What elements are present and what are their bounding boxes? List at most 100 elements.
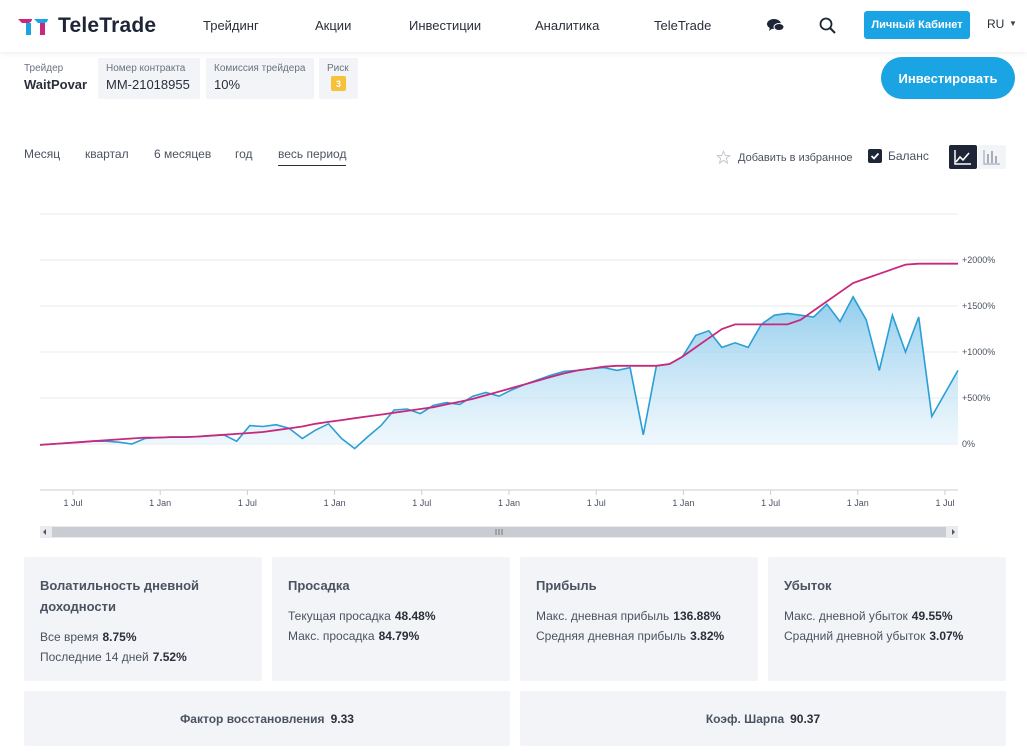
period-month[interactable]: Месяц: [24, 147, 61, 161]
x-tick-label: 1 Jan: [149, 498, 171, 508]
loss-card: Убыток Макс. дневной убыток 49.55% Срадни…: [768, 557, 1006, 681]
volatility-card: Волатильность дневной доходности Все вре…: [24, 557, 262, 681]
y-tick-label: 0%: [962, 439, 975, 449]
drawdown-title: Просадка: [288, 578, 350, 593]
drawdown-max: Макс. просадка 84.79%: [288, 629, 419, 643]
sharpe-ratio-label: Коэф. Шарпа: [705, 711, 785, 726]
loss-avg-daily-value: 3.07%: [929, 629, 964, 643]
loss-avg-daily: Срадний дневной убыток 3.07%: [784, 629, 963, 643]
bar-chart-icon: [983, 150, 1000, 165]
drawdown-current: Текущая просадка 48.48%: [288, 609, 436, 623]
trader-value: WaitPovar: [24, 77, 88, 92]
chart-scrollbar[interactable]: [40, 526, 958, 538]
x-tick-label: 1 Jan: [847, 498, 869, 508]
balance-series-line: [39, 262, 958, 446]
recovery-factor-card: Фактор восстановления 9.33: [24, 691, 510, 746]
chat-icon[interactable]: [766, 16, 786, 36]
y-tick-label: +500%: [962, 393, 990, 403]
profit-title: Прибыль: [536, 578, 597, 593]
balance-checkbox[interactable]: [868, 149, 882, 163]
risk-badge: 3: [331, 76, 346, 91]
brand-name: TeleTrade: [58, 14, 157, 37]
teletrade-logo-icon: [16, 15, 54, 37]
line-chart-icon: [954, 150, 971, 165]
favorite-label: Добавить в избранное: [738, 151, 853, 164]
period-6months[interactable]: 6 месяцев: [154, 147, 212, 161]
profit-max-daily-label: Макс. дневная прибыль: [536, 609, 670, 623]
drawdown-card: Просадка Текущая просадка 48.48% Макс. пр…: [272, 557, 510, 681]
brand-logo[interactable]: TeleTrade: [16, 13, 156, 39]
star-icon: [716, 150, 731, 165]
drawdown-max-value: 84.79%: [378, 629, 420, 643]
profit-max-daily-value: 136.88%: [673, 609, 721, 623]
volatility-14-days: Последние 14 дней 7.52%: [40, 650, 187, 664]
scroll-left-icon[interactable]: [43, 529, 46, 535]
nav-investments[interactable]: Инвестиции: [409, 18, 482, 33]
balance-toggle[interactable]: Баланс: [868, 149, 929, 163]
sharpe-ratio-card: Коэф. Шарпа 90.37: [520, 691, 1006, 746]
x-tick-label: 1 Jul: [935, 498, 954, 508]
check-icon: [870, 152, 880, 160]
line-chart-type-button[interactable]: [949, 145, 977, 169]
invest-button[interactable]: Инвестировать: [881, 57, 1015, 99]
scroll-grip-icon[interactable]: [495, 529, 503, 535]
top-header: TeleTrade Трейдинг Акции Инвестиции Анал…: [0, 0, 1027, 52]
volatility-14-days-value: 7.52%: [152, 650, 187, 664]
volatility-all-time-label: Все время: [40, 630, 99, 644]
volatility-all-time: Все время 8.75%: [40, 630, 137, 644]
commission-value: 10%: [214, 77, 241, 92]
trader-block: Трейдер WaitPovar: [16, 58, 94, 99]
personal-cabinet-button[interactable]: Личный Кабинет: [864, 11, 970, 39]
scroll-right-icon[interactable]: [952, 529, 955, 535]
bar-chart-type-button[interactable]: [978, 145, 1006, 169]
y-tick-label: +1000%: [962, 347, 995, 357]
search-icon[interactable]: [818, 16, 838, 36]
x-tick-label: 1 Jan: [672, 498, 694, 508]
nav-stocks[interactable]: Акции: [315, 18, 352, 33]
x-tick-label: 1 Jul: [587, 498, 606, 508]
volatility-all-time-value: 8.75%: [102, 630, 137, 644]
x-tick-label: 1 Jan: [498, 498, 520, 508]
loss-avg-daily-label: Срадний дневной убыток: [784, 629, 926, 643]
profit-avg-daily-label: Средняя дневная прибыль: [536, 629, 687, 643]
commission-block: Комиссия трейдера 10%: [206, 58, 314, 99]
equity-chart: 0% +500% +1000% +1500% +2000% 1 Jul 1 Jan 1 Ju…: [39, 213, 995, 538]
x-tick-label: 1 Jul: [761, 498, 780, 508]
profit-card: Прибыль Макс. дневная прибыль 136.88% Сре…: [520, 557, 758, 681]
recovery-factor-value: 9.33: [330, 711, 354, 726]
period-all[interactable]: весь период: [278, 147, 347, 166]
drawdown-current-label: Текущая просадка: [288, 609, 391, 623]
add-favorite-button[interactable]: Добавить в избранное: [716, 150, 853, 165]
balance-label: Баланс: [888, 149, 929, 163]
recovery-factor-label: Фактор восстановления: [180, 711, 325, 726]
profit-avg-daily: Средняя дневная прибыль 3.82%: [536, 629, 724, 643]
loss-max-daily-label: Макс. дневной убыток: [784, 609, 908, 623]
trader-label: Трейдер: [24, 63, 64, 74]
caret-down-icon[interactable]: ▼: [1009, 19, 1017, 28]
nav-teletrade[interactable]: TeleTrade: [654, 18, 712, 33]
y-tick-label: +1500%: [962, 301, 995, 311]
equity-area: [40, 296, 958, 449]
contract-label: Номер контракта: [106, 63, 186, 74]
risk-block: Риск 3: [319, 58, 358, 99]
drawdown-max-label: Макс. просадка: [288, 629, 375, 643]
volatility-title: Волатильность дневной доходности: [40, 578, 200, 614]
commission-label: Комиссия трейдера: [214, 63, 306, 74]
loss-title: Убыток: [784, 578, 832, 593]
loss-max-daily-value: 49.55%: [911, 609, 953, 623]
period-year[interactable]: год: [235, 147, 253, 161]
nav-analytics[interactable]: Аналитика: [535, 18, 600, 33]
period-quarter[interactable]: квартал: [85, 147, 129, 161]
profit-max-daily: Макс. дневная прибыль 136.88%: [536, 609, 721, 623]
y-tick-label: +2000%: [962, 255, 995, 265]
contract-block: Номер контракта MM-21018955: [98, 58, 200, 99]
x-tick-label: 1 Jan: [324, 498, 346, 508]
language-selector[interactable]: RU: [987, 17, 1005, 31]
risk-label: Риск: [327, 63, 349, 74]
x-tick-label: 1 Jul: [238, 498, 257, 508]
nav-trading[interactable]: Трейдинг: [203, 18, 259, 33]
x-tick-label: 1 Jul: [63, 498, 82, 508]
volatility-14-days-label: Последние 14 дней: [40, 650, 149, 664]
drawdown-current-value: 48.48%: [394, 609, 436, 623]
sharpe-ratio-value: 90.37: [790, 711, 821, 726]
